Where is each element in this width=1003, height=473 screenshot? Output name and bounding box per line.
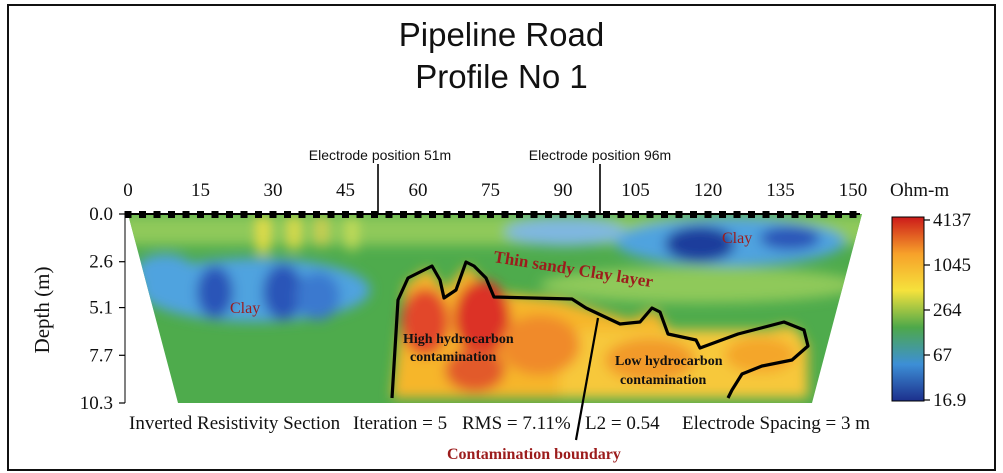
colorbar-tick-label: 16.9 — [933, 390, 966, 411]
electrode — [559, 211, 567, 218]
electrode — [429, 211, 436, 218]
colorbar-tick-label: 264 — [933, 300, 962, 321]
electrode — [472, 211, 480, 218]
contamination-boundary-line — [574, 317, 600, 441]
annotation-low-hc-line2: contamination — [620, 373, 707, 388]
electrode — [226, 211, 233, 218]
electrode — [168, 211, 175, 218]
footer-electrode-spacing: Electrode Spacing = 3 m — [682, 413, 870, 434]
x-tick-label: 0 — [123, 180, 133, 201]
electrode — [835, 211, 842, 218]
x-tick-label: 15 — [191, 180, 210, 201]
electrode — [516, 211, 523, 218]
electrode — [762, 211, 770, 218]
electrode — [269, 211, 277, 218]
electrode — [704, 211, 712, 218]
electrode — [617, 211, 625, 218]
y-axis: 0.0 2.6 5.1 7.7 10.3 — [80, 204, 125, 414]
electrode — [385, 211, 393, 218]
electrode — [675, 211, 683, 218]
colorbar-tick-label: 1045 — [933, 255, 971, 276]
x-tick-label: 90 — [554, 180, 573, 201]
electrode — [240, 211, 248, 218]
electrode — [545, 211, 552, 218]
y-tick-label: 7.7 — [89, 345, 113, 366]
electrode — [182, 211, 190, 218]
electrode — [356, 211, 364, 218]
electrode — [371, 211, 378, 218]
annotation-high-hc-line1: High hydrocarbon — [403, 332, 514, 347]
footer-rms: RMS = 7.11% — [462, 413, 571, 434]
electrode — [777, 211, 784, 218]
electrode — [255, 211, 262, 218]
x-tick-label: 30 — [264, 180, 283, 201]
annotation-clay-right: Clay — [722, 230, 752, 247]
electrode — [748, 211, 755, 218]
annotation-low-hc-line1: Low hydrocarbon — [615, 354, 723, 369]
electrode — [443, 211, 451, 218]
colorbar-tick-label: 67 — [933, 345, 952, 366]
electrode — [791, 211, 799, 218]
footer-l2: L2 = 0.54 — [585, 413, 660, 434]
electrode — [400, 211, 407, 218]
electrode — [342, 211, 349, 218]
electrode-label-51m: Electrode position 51m — [309, 147, 451, 163]
colorbar-ticks: 4137 1045 264 67 16.9 — [924, 210, 971, 411]
x-tick-label: 60 — [409, 180, 428, 201]
electrode — [574, 211, 581, 218]
y-tick-label: 5.1 — [89, 298, 113, 319]
figure-title-line2: Profile No 1 — [415, 58, 588, 95]
x-tick-label: 135 — [766, 180, 795, 201]
y-tick-label: 2.6 — [89, 252, 113, 273]
electrode — [661, 211, 668, 218]
electrode — [124, 211, 132, 218]
electrode — [284, 211, 291, 218]
x-tick-label: 75 — [481, 180, 500, 201]
electrode — [530, 211, 538, 218]
electrode — [733, 211, 741, 218]
electrode — [211, 211, 219, 218]
electrode — [646, 211, 654, 218]
electrode — [501, 211, 509, 218]
annotation-high-hc-line2: contamination — [410, 350, 497, 365]
x-tick-label: 45 — [336, 180, 355, 201]
x-tick-label: 120 — [694, 180, 723, 201]
electrode — [487, 211, 494, 218]
annotation-clay-left: Clay — [230, 300, 260, 317]
footer-iteration: Iteration = 5 — [353, 413, 447, 434]
figure-title-line1: Pipeline Road — [398, 16, 605, 53]
contamination-outline — [390, 260, 810, 399]
electrode — [298, 211, 306, 218]
electrode — [719, 211, 726, 218]
y-tick-label: 0.0 — [89, 204, 113, 225]
electrode — [414, 211, 422, 218]
electrode — [313, 211, 320, 218]
colorbar — [891, 216, 925, 402]
electrode — [588, 211, 596, 218]
electrode — [632, 211, 639, 218]
electrode — [849, 211, 857, 218]
y-axis-label: Depth (m) — [30, 267, 54, 354]
electrode — [806, 211, 813, 218]
electrode — [690, 211, 697, 218]
electrode — [139, 211, 146, 218]
electrode — [820, 211, 828, 218]
electrode-label-96m: Electrode position 96m — [529, 147, 671, 163]
y-tick-label: 10.3 — [80, 393, 113, 414]
colorbar-unit: Ohm-m — [890, 180, 949, 201]
electrode — [327, 211, 335, 218]
electrode — [458, 211, 465, 218]
x-axis: 0 15 30 45 60 75 90 105 120 135 150 — [123, 180, 867, 201]
electrode — [197, 211, 204, 218]
electrode-row — [124, 211, 860, 218]
electrode — [603, 211, 610, 218]
x-tick-label: 105 — [621, 180, 650, 201]
x-tick-label: 150 — [839, 180, 868, 201]
colorbar-tick-label: 4137 — [933, 210, 971, 231]
footer-section-label: Inverted Resistivity Section — [129, 413, 341, 434]
electrode — [153, 211, 161, 218]
annotation-contamination-boundary: Contamination boundary — [447, 446, 621, 463]
